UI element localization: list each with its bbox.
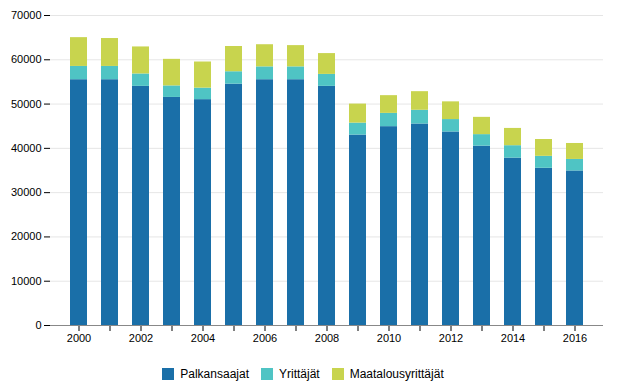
html-text:Yrittäjät: Yrittäjät — [279, 366, 320, 381]
svg-text:60000: 60000 — [11, 53, 42, 65]
svg-text:2016: 2016 — [563, 332, 587, 344]
html-text:Palkansaajat: Palkansaajat — [180, 366, 249, 381]
html-text:Maatalousyrittäjät: Maatalousyrittäjät — [349, 366, 444, 381]
svg-text:2008: 2008 — [315, 332, 339, 344]
svg-text:70000: 70000 — [11, 9, 42, 21]
svg-text:0: 0 — [35, 319, 41, 331]
svg-text:50000: 50000 — [11, 98, 42, 110]
svg-text:10000: 10000 — [11, 275, 42, 287]
svg-text:20000: 20000 — [11, 230, 42, 242]
svg-text:2010: 2010 — [377, 332, 401, 344]
svg-text:2006: 2006 — [253, 332, 277, 344]
svg-text:2000: 2000 — [67, 332, 91, 344]
svg-text:2012: 2012 — [439, 332, 463, 344]
svg-text:40000: 40000 — [11, 142, 42, 154]
svg-text:30000: 30000 — [11, 186, 42, 198]
svg-text:2014: 2014 — [501, 332, 525, 344]
svg-text:2004: 2004 — [191, 332, 215, 344]
svg-text:2002: 2002 — [129, 332, 153, 344]
